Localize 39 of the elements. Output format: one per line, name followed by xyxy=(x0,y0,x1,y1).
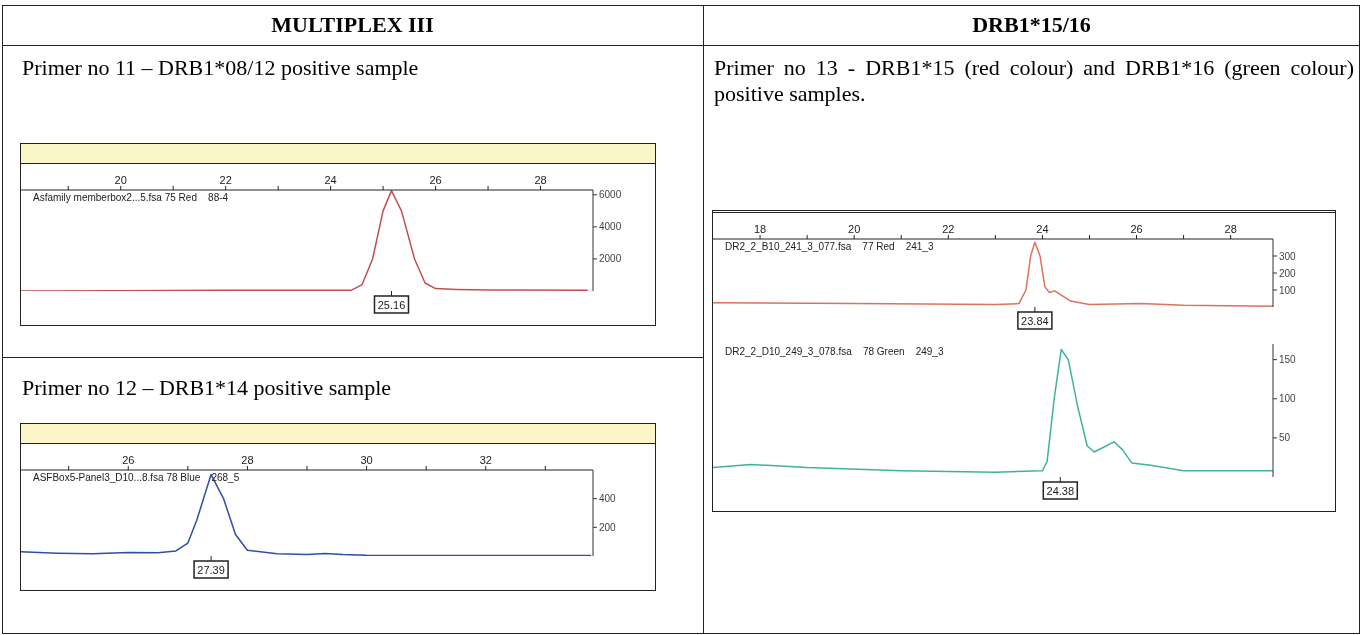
x-tick-label: 22 xyxy=(942,223,955,235)
x-tick-label: 18 xyxy=(753,223,767,235)
annotation: Asfamily memberbox2...5.fsa 75 Red 88-4 xyxy=(33,192,229,203)
x-tick-label: 24 xyxy=(324,174,337,186)
x-tick-label: 28 xyxy=(1224,223,1237,235)
x-tick-label: 20 xyxy=(848,223,861,235)
chart-title: Primer no 12 – DRB1*14 positive sample xyxy=(22,375,393,401)
y-tick-label: 200 xyxy=(1279,267,1297,279)
chart-title: MULTIPLEX III xyxy=(270,11,435,39)
x-tick-label: 28 xyxy=(241,454,254,466)
chart-subtitle: Primer no 13 - DRB1*15 (red colour) and DRB1*16 (green colour) positive samples. xyxy=(714,55,1354,107)
x-tick-label: 28 xyxy=(534,174,547,186)
x-tick-label: 30 xyxy=(360,454,373,466)
y-tick-label: 100 xyxy=(1279,393,1297,405)
y-tick-label: 300 xyxy=(1279,250,1297,262)
annotation: ASFBox5-Panel3_D10...8.fsa 78 Blue 268_5 xyxy=(33,472,240,483)
annotation: DR2_2_D10_249_3_078.fsa 78 Green 249_3 xyxy=(725,346,944,357)
annotation: 23.84 xyxy=(1021,315,1049,327)
chart-subtitle: Primer no 11 – DRB1*08/12 positive sample xyxy=(22,55,420,81)
y-tick-label: 400 xyxy=(599,493,617,505)
y-tick-label: 4000 xyxy=(599,221,622,233)
x-tick-label: 22 xyxy=(219,174,232,186)
annotation: 24.38 xyxy=(1046,485,1075,497)
annotation: 27.39 xyxy=(197,564,225,576)
chart-title: DRB1*15/16 xyxy=(971,11,1092,39)
x-tick-label: 26 xyxy=(429,174,442,186)
x-tick-label: 26 xyxy=(122,454,135,466)
y-tick-label: 150 xyxy=(1279,354,1297,366)
annotation: DR2_2_B10_241_3_077.fsa 77 Red 241_3 xyxy=(725,241,934,252)
x-tick-label: 26 xyxy=(1130,223,1143,235)
annotation: 25.16 xyxy=(377,299,406,311)
x-tick-label: 24 xyxy=(1036,223,1049,235)
y-tick-label: 100 xyxy=(1279,284,1297,296)
y-tick-label: 200 xyxy=(599,521,617,533)
y-tick-label: 6000 xyxy=(599,189,622,201)
x-tick-label: 32 xyxy=(479,454,492,466)
x-tick-label: 20 xyxy=(114,174,127,186)
y-tick-label: 2000 xyxy=(599,253,622,265)
y-tick-label: 50 xyxy=(1279,432,1291,444)
